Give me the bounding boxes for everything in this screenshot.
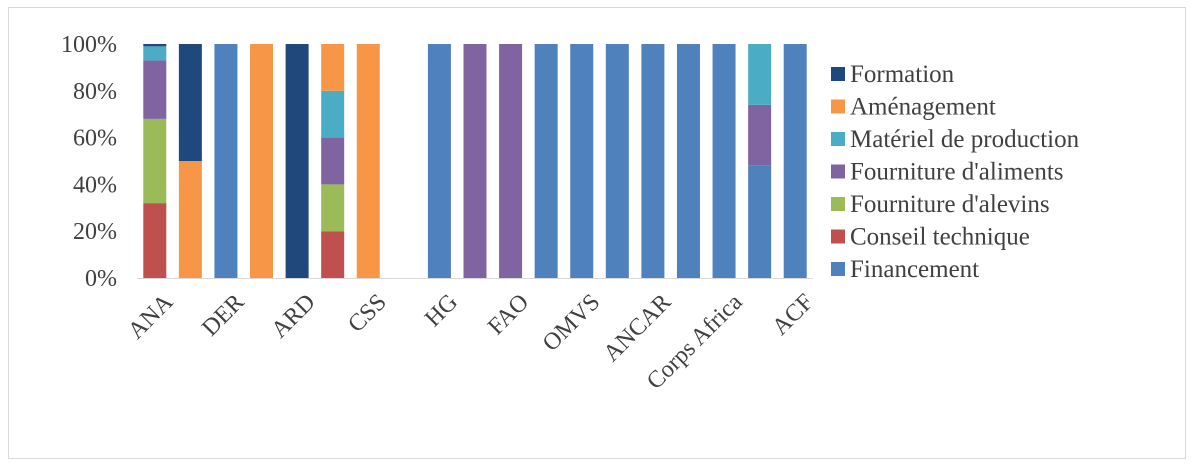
legend-label: Matériel de production (850, 126, 1080, 153)
bar-segment-fourniture-d-aliments (321, 137, 345, 185)
bar-segment-financement (783, 44, 807, 278)
bar-segment-fourniture-d-alevins (321, 184, 345, 232)
stacked-bar-chart: 0% 20% 40% 60% 80% 100% ANA DER ARD CSS HG FAO OMVS A… (61, 32, 1080, 395)
x-category-label: CSS (343, 289, 392, 338)
bar-segment-materiel-de-production (321, 90, 345, 138)
legend-item: Formation (831, 61, 955, 88)
bar-segment-financement (641, 44, 665, 278)
bar-segment-amenagement (250, 44, 274, 278)
legend-label: Conseil technique (850, 224, 1030, 251)
x-category-label: DER (197, 289, 249, 341)
bar-segment-formation (143, 44, 167, 47)
x-category-label: OMVS (538, 289, 605, 356)
bar-segment-amenagement (178, 161, 202, 278)
bar-segment-fourniture-d-aliments (143, 60, 167, 119)
bar-segment-fourniture-d-alevins (143, 118, 167, 204)
bar-segment-fourniture-d-aliments (499, 44, 523, 278)
bar-segment-formation (285, 44, 309, 278)
bar-segment-amenagement (321, 44, 345, 91)
legend-label: Fourniture d'alevins (850, 191, 1050, 218)
y-tick-label: 0% (85, 266, 117, 292)
y-tick-label: 60% (73, 126, 117, 152)
x-category-label: ANA (123, 289, 179, 345)
bar-segment-financement (676, 44, 700, 278)
legend-swatch (831, 99, 845, 114)
legend: Formation Aménagement Matériel de producti… (831, 61, 1080, 283)
y-tick-label: 100% (61, 32, 117, 58)
legend-item: Fourniture d'aliments (831, 159, 1064, 186)
legend-item: Conseil technique (831, 224, 1030, 251)
bar-segment-financement (534, 44, 558, 278)
bar-segment-financement (748, 165, 772, 278)
y-tick-label: 20% (73, 219, 117, 245)
x-category-label: FAO (483, 289, 534, 340)
y-tick-label: 80% (73, 79, 117, 105)
bar-segment-formation (178, 44, 202, 161)
chart-frame: 0% 20% 40% 60% 80% 100% ANA DER ARD CSS HG FAO OMVS A… (8, 7, 1186, 459)
bars-layer (143, 44, 807, 278)
bar-segment-materiel-de-production (143, 46, 167, 61)
legend-swatch (831, 229, 845, 244)
bar-segment-financement (712, 44, 736, 278)
x-category-label: HG (420, 289, 463, 332)
x-category-label: ARD (266, 289, 320, 343)
bar-segment-fourniture-d-aliments (463, 44, 487, 278)
bar-segment-fourniture-d-aliments (748, 104, 772, 166)
legend-item: Financement (831, 256, 979, 283)
legend-label: Fourniture d'aliments (850, 159, 1064, 186)
bar-segment-amenagement (356, 44, 380, 278)
x-category-label: ACF (767, 289, 818, 340)
legend-item: Matériel de production (831, 126, 1080, 153)
legend-swatch (831, 132, 845, 146)
legend-item: Aménagement (831, 94, 996, 121)
legend-label: Formation (850, 61, 955, 88)
legend-swatch (831, 164, 845, 179)
legend-swatch (831, 197, 845, 211)
legend-swatch (831, 262, 845, 276)
bar-segment-financement (214, 44, 238, 278)
bar-segment-financement (570, 44, 594, 278)
bar-segment-financement (605, 44, 629, 278)
legend-swatch (831, 67, 845, 81)
bar-segment-conseil-technique (143, 203, 167, 278)
bar-segment-conseil-technique (321, 231, 345, 278)
y-tick-label: 40% (73, 172, 117, 198)
legend-item: Fourniture d'alevins (831, 191, 1050, 218)
legend-label: Aménagement (850, 94, 996, 121)
bar-segment-materiel-de-production (748, 44, 772, 105)
bar-segment-financement (427, 44, 451, 278)
legend-label: Financement (850, 256, 979, 283)
